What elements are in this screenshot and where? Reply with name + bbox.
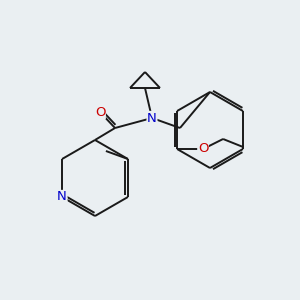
Text: N: N xyxy=(57,190,67,203)
Text: O: O xyxy=(198,142,208,155)
Text: N: N xyxy=(147,112,157,124)
Text: O: O xyxy=(95,106,105,118)
